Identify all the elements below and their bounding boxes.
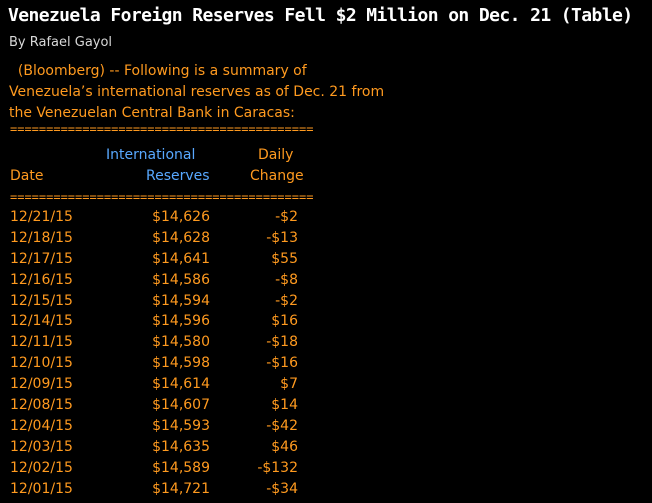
story-byline: By Rafael Gayol xyxy=(9,35,113,50)
row-change: -$42 xyxy=(266,417,298,434)
table-row: 12/02/15 $14,589 -$132 xyxy=(0,458,652,479)
row-change: -$8 xyxy=(275,271,298,288)
row-date: 12/11/15 xyxy=(10,334,73,351)
row-change: $46 xyxy=(271,438,298,455)
row-date: 12/04/15 xyxy=(10,417,73,434)
row-change: $55 xyxy=(271,250,298,267)
row-reserves: $14,641 xyxy=(152,250,210,267)
row-reserves: $14,626 xyxy=(152,209,210,225)
table-row: 12/03/15 $14,635 $46 xyxy=(0,437,652,458)
row-change: -$13 xyxy=(266,229,298,246)
row-reserves: $14,628 xyxy=(152,229,210,246)
table-row: 12/14/15 $14,596 $16 xyxy=(0,311,652,332)
row-change: $7 xyxy=(280,376,298,393)
table-row: 12/09/15 $14,614 $7 xyxy=(0,374,652,395)
row-reserves: $14,593 xyxy=(152,417,210,434)
row-change: -$16 xyxy=(266,355,298,372)
table-row: 12/16/15 $14,586 -$8 xyxy=(0,270,652,291)
header-date: Date xyxy=(10,168,44,184)
row-date: 12/10/15 xyxy=(10,355,73,372)
row-date: 12/15/15 xyxy=(10,292,73,309)
row-change: -$132 xyxy=(257,459,298,476)
row-change: -$18 xyxy=(266,334,298,351)
table-row: 12/08/15 $14,607 $14 xyxy=(0,395,652,416)
table-row: 12/18/15 $14,628 -$13 xyxy=(0,228,652,249)
row-date: 12/03/15 xyxy=(10,438,73,455)
table-row: 12/15/15 $14,594 -$2 xyxy=(0,291,652,312)
table-row: 12/01/15 $14,721 -$34 xyxy=(0,479,652,500)
row-reserves: $14,607 xyxy=(152,397,210,414)
row-date: 12/08/15 xyxy=(10,397,73,414)
row-date: 12/14/15 xyxy=(10,313,73,330)
row-date: 12/01/15 xyxy=(10,480,73,497)
row-date: 12/17/15 xyxy=(10,250,73,267)
row-reserves: $14,596 xyxy=(152,313,210,330)
table-row: 12/11/15 $14,580 -$18 xyxy=(0,332,652,353)
row-change: $16 xyxy=(271,313,298,330)
row-reserves: $14,589 xyxy=(152,459,210,476)
row-change: -$2 xyxy=(275,292,298,309)
intro-line: (Bloomberg) -- Following is a summary of xyxy=(9,63,307,79)
header-change-line1: Daily xyxy=(258,147,294,163)
header-reserves-line1: International xyxy=(106,147,196,163)
row-change: -$2 xyxy=(275,209,298,225)
row-date: 12/21/15 xyxy=(10,209,73,225)
reserves-table-body: 12/21/15 $14,626 -$2 12/18/15 $14,628 -$13 12/… xyxy=(0,207,652,499)
row-date: 12/09/15 xyxy=(10,376,73,393)
row-reserves: $14,721 xyxy=(152,480,210,497)
table-rule-header: ========================================… xyxy=(10,192,314,202)
header-reserves-line2: Reserves xyxy=(146,168,210,184)
row-reserves: $14,614 xyxy=(152,376,210,393)
row-change: $14 xyxy=(271,397,298,414)
row-date: 12/18/15 xyxy=(10,229,73,246)
table-rule-top: ========================================… xyxy=(10,124,314,134)
story-intro: (Bloomberg) -- Following is a summary of… xyxy=(9,61,429,124)
row-change: -$34 xyxy=(266,480,298,497)
intro-line: Venezuela’s international reserves as of… xyxy=(9,84,385,100)
table-row: 12/10/15 $14,598 -$16 xyxy=(0,353,652,374)
table-row: 12/04/15 $14,593 -$42 xyxy=(0,416,652,437)
table-row: 12/21/15 $14,626 -$2 xyxy=(0,207,652,228)
row-reserves: $14,580 xyxy=(152,334,210,351)
row-reserves: $14,586 xyxy=(152,271,210,288)
row-reserves: $14,594 xyxy=(152,292,210,309)
row-reserves: $14,635 xyxy=(152,438,210,455)
table-row: 12/17/15 $14,641 $55 xyxy=(0,249,652,270)
row-date: 12/02/15 xyxy=(10,459,73,476)
intro-line: the Venezuelan Central Bank in Caracas: xyxy=(9,105,295,121)
row-date: 12/16/15 xyxy=(10,271,73,288)
header-change-line2: Change xyxy=(250,168,304,184)
row-reserves: $14,598 xyxy=(152,355,210,372)
story-headline: Venezuela Foreign Reserves Fell $2 Milli… xyxy=(8,5,633,26)
